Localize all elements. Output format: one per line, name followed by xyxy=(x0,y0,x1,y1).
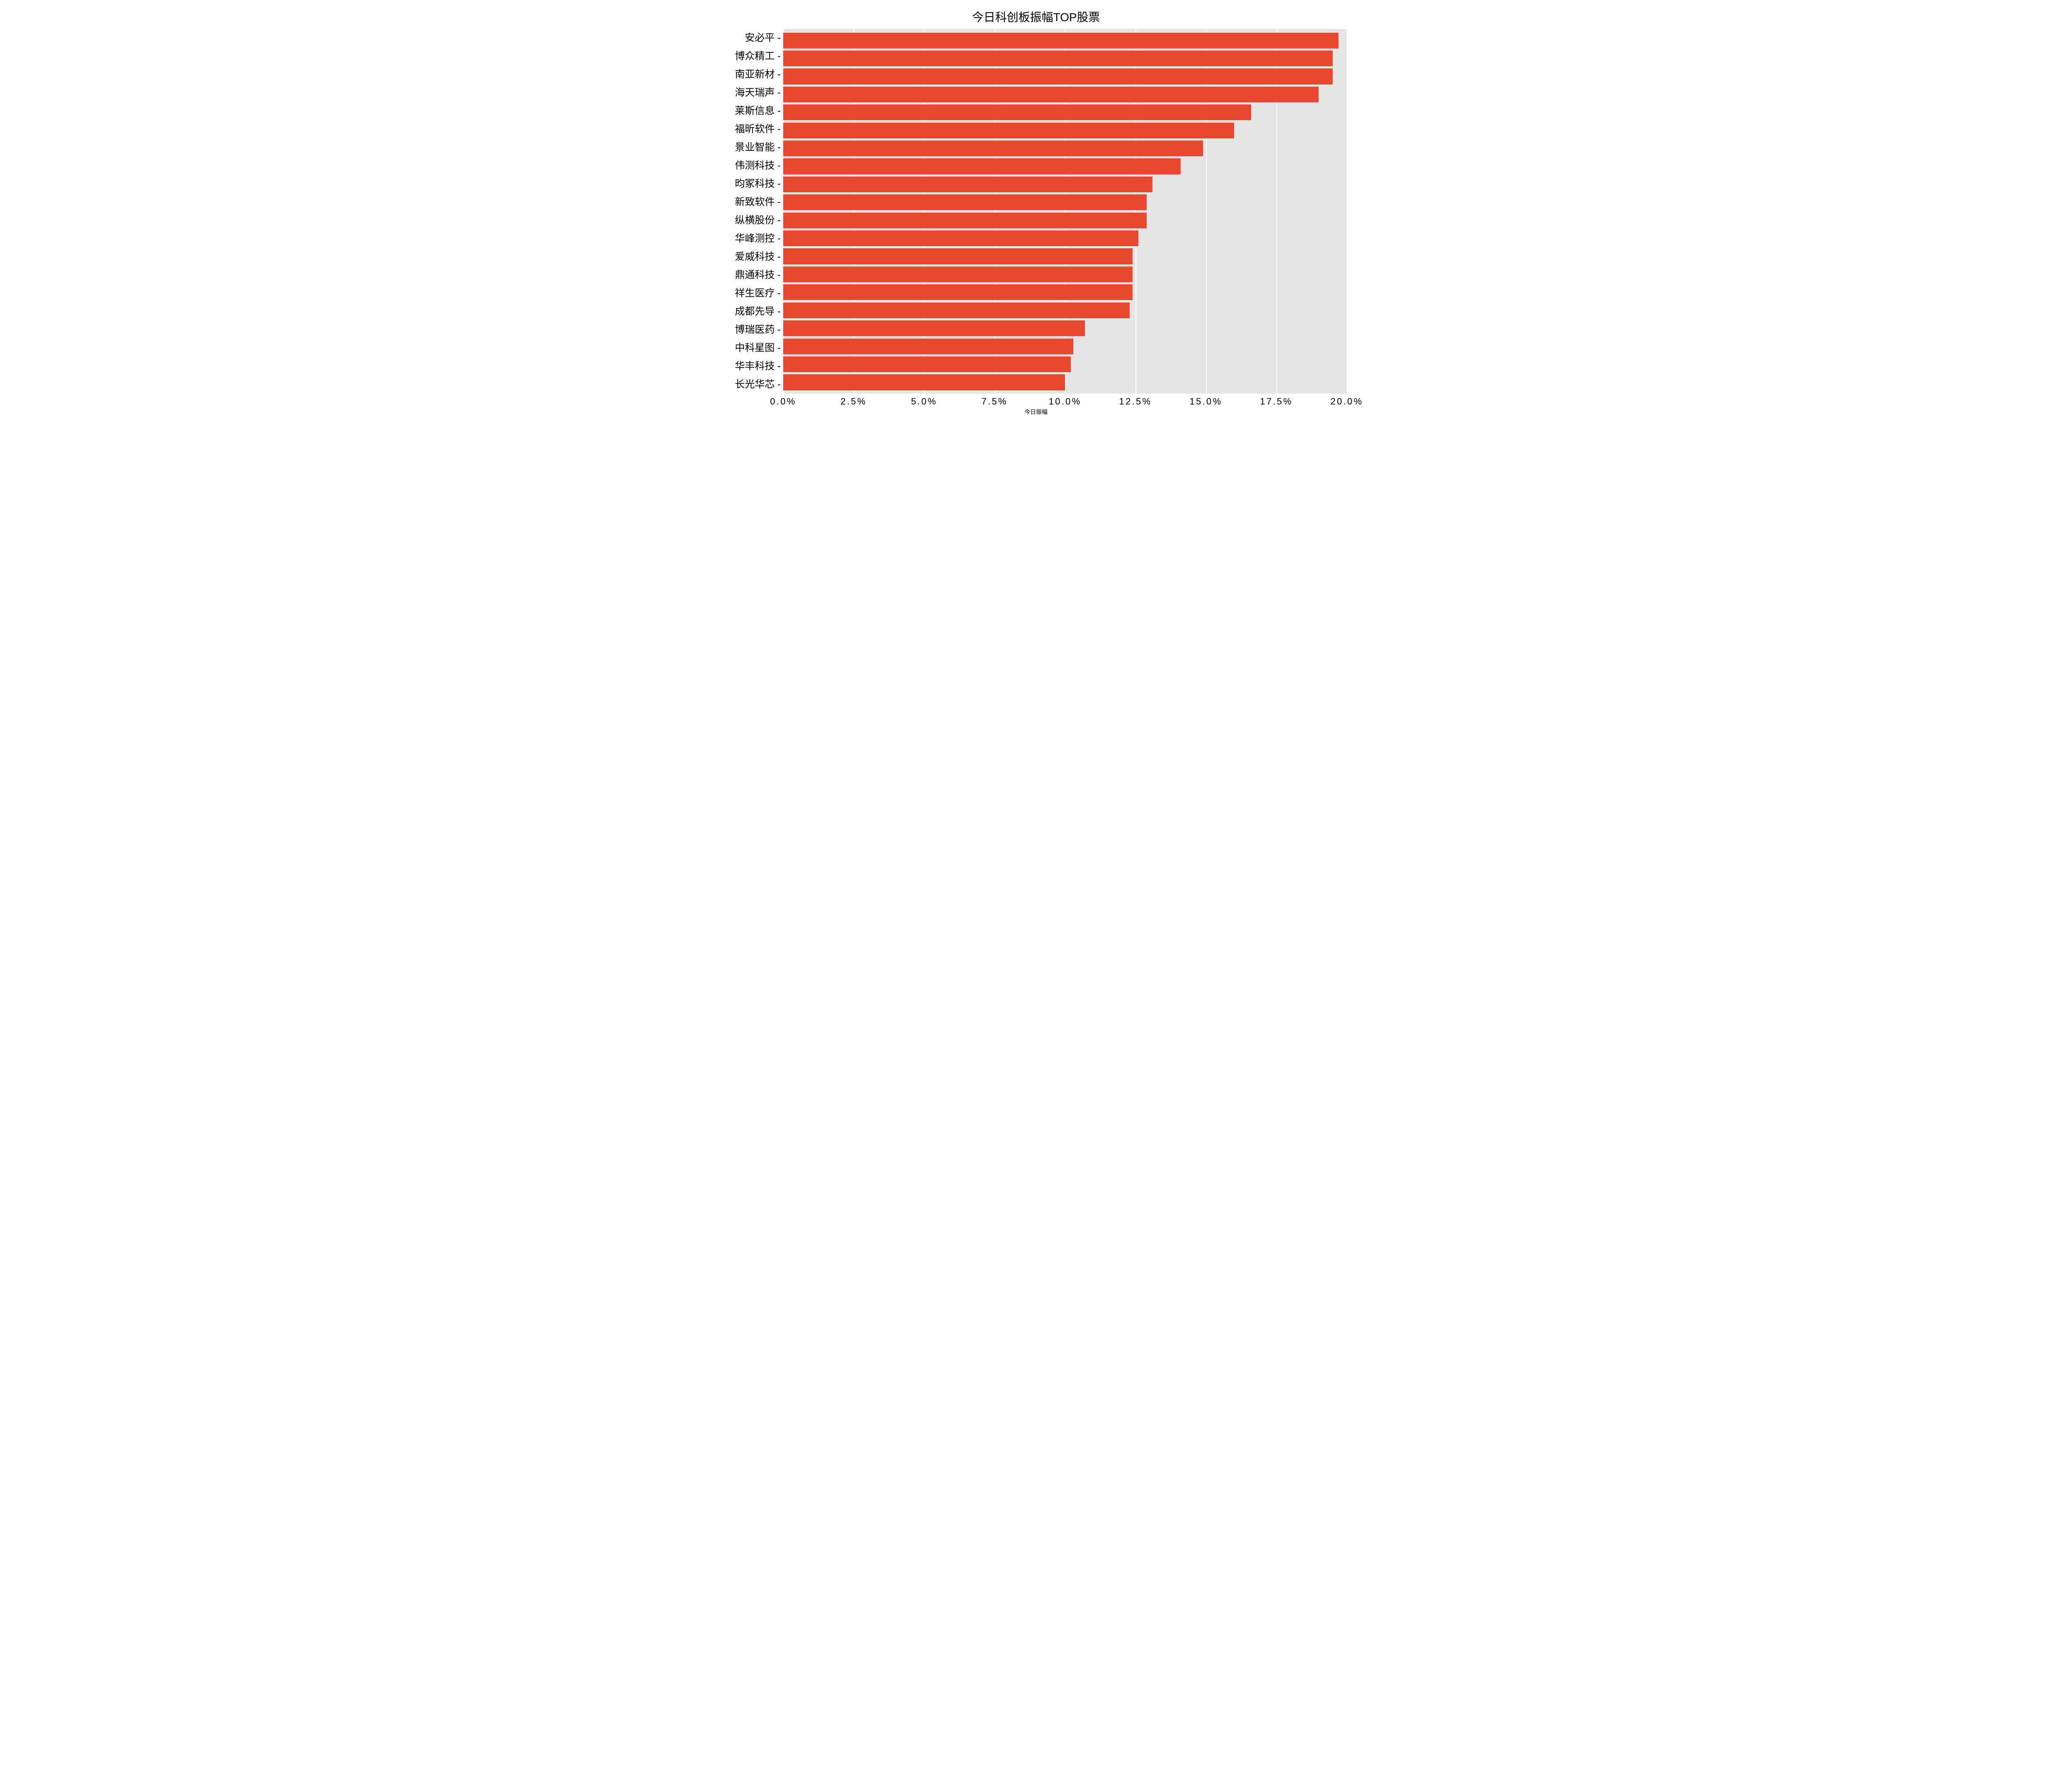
bar-row xyxy=(783,229,1347,247)
x-tick-label: 2.5% xyxy=(840,396,867,407)
x-tick-label: 17.5% xyxy=(1260,396,1293,407)
bar xyxy=(783,303,1130,318)
bar xyxy=(783,320,1085,336)
x-axis-label: 今日振幅 xyxy=(725,408,1347,416)
y-tick-label: 福昕软件 - xyxy=(725,124,781,134)
bar-row xyxy=(783,265,1347,283)
y-tick-label: 博瑞医药 - xyxy=(725,325,781,335)
bar-row xyxy=(783,85,1347,103)
y-tick-label: 华丰科技 - xyxy=(725,361,781,371)
bar-row xyxy=(783,194,1347,211)
bar-row xyxy=(783,355,1347,373)
chart-container: 今日科创板振幅TOP股票 安必平 - 博众精工 - 南亚新材 - 海天瑞声 - 莱斯信息… xyxy=(725,8,1347,416)
bar xyxy=(783,123,1234,138)
bar xyxy=(783,140,1203,156)
bar-row xyxy=(783,31,1347,49)
y-tick-label: 中科星图 - xyxy=(725,343,781,353)
bar-row xyxy=(783,175,1347,193)
bar xyxy=(783,356,1071,372)
bar xyxy=(783,194,1147,210)
x-ticks: 0.0%2.5%5.0%7.5%10.0%12.5%15.0%17.5%20.0… xyxy=(783,396,1347,406)
bar xyxy=(783,339,1073,354)
y-tick-label: 新致软件 - xyxy=(725,197,781,207)
bar xyxy=(783,230,1138,246)
y-tick-label: 安必平 - xyxy=(725,33,781,43)
y-tick-label: 博众精工 - xyxy=(725,51,781,61)
y-tick-label: 长光华芯 - xyxy=(725,380,781,390)
y-tick-label: 南亚新材 - xyxy=(725,70,781,80)
bar xyxy=(783,68,1333,84)
y-tick-label: 海天瑞声 - xyxy=(725,88,781,98)
x-tick-label: 10.0% xyxy=(1049,396,1082,407)
bar xyxy=(783,87,1319,102)
x-tick-label: 20.0% xyxy=(1331,396,1363,407)
bar xyxy=(783,374,1065,390)
bar xyxy=(783,104,1251,120)
y-tick-label: 景业智能 - xyxy=(725,143,781,153)
y-tick-label: 爱威科技 - xyxy=(725,252,781,262)
y-tick-label: 成都先导 - xyxy=(725,307,781,317)
y-tick-label: 华峰测控 - xyxy=(725,234,781,244)
bars xyxy=(783,29,1347,394)
bar xyxy=(783,177,1152,192)
plot-area xyxy=(783,29,1347,394)
bar-row xyxy=(783,68,1347,85)
x-axis: 0.0%2.5%5.0%7.5%10.0%12.5%15.0%17.5%20.0… xyxy=(725,396,1347,406)
chart-body: 安必平 - 博众精工 - 南亚新材 - 海天瑞声 - 莱斯信息 - 福昕软件 - 景业智能 … xyxy=(725,29,1347,394)
bar-row xyxy=(783,283,1347,301)
y-tick-label: 鼎通科技 - xyxy=(725,270,781,280)
y-tick-label: 祥生医疗 - xyxy=(725,288,781,298)
bar xyxy=(783,248,1133,264)
bar xyxy=(783,266,1133,282)
y-tick-label: 伟测科技 - xyxy=(725,161,781,171)
bar-row xyxy=(783,247,1347,265)
bar-row xyxy=(783,157,1347,175)
y-tick-label: 纵横股份 - xyxy=(725,216,781,225)
bar xyxy=(783,33,1339,48)
bar-row xyxy=(783,301,1347,319)
bar xyxy=(783,213,1147,228)
x-tick-label: 12.5% xyxy=(1119,396,1152,407)
x-tick-label: 15.0% xyxy=(1190,396,1222,407)
chart-title: 今日科创板振幅TOP股票 xyxy=(725,8,1347,25)
y-tick-label: 莱斯信息 - xyxy=(725,106,781,116)
bar xyxy=(783,284,1133,300)
bar-row xyxy=(783,211,1347,229)
x-tick-label: 7.5% xyxy=(981,396,1007,407)
x-tick-label: 5.0% xyxy=(911,396,937,407)
bar xyxy=(783,51,1333,66)
bar-row xyxy=(783,121,1347,139)
y-tick-label: 昀冢科技 - xyxy=(725,179,781,189)
bar-row xyxy=(783,373,1347,391)
bar-row xyxy=(783,337,1347,355)
bar xyxy=(783,158,1181,174)
bar-row xyxy=(783,139,1347,157)
bar-row xyxy=(783,104,1347,121)
x-tick-label: 0.0% xyxy=(770,396,796,407)
y-axis: 安必平 - 博众精工 - 南亚新材 - 海天瑞声 - 莱斯信息 - 福昕软件 - 景业智能 … xyxy=(725,29,783,394)
bar-row xyxy=(783,49,1347,67)
bar-row xyxy=(783,320,1347,337)
